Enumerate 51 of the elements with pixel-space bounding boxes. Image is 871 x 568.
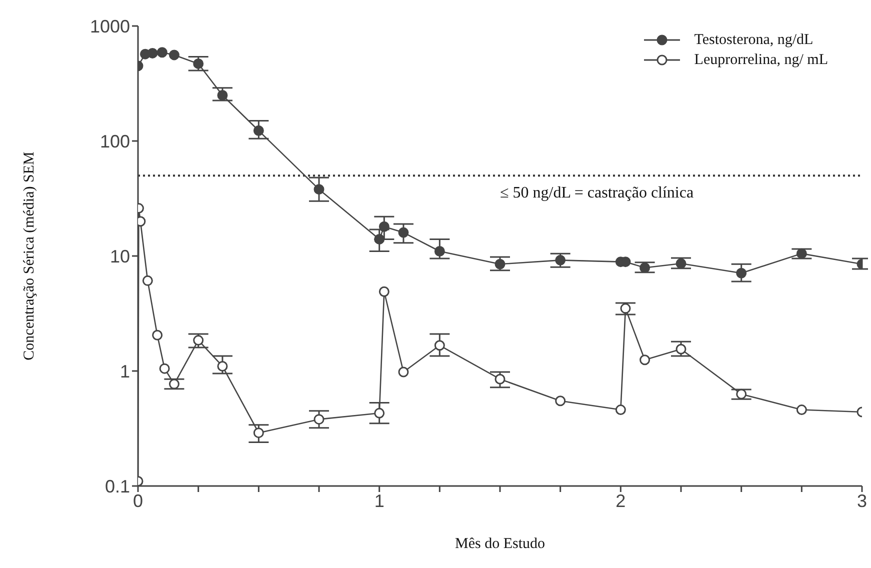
point <box>147 48 158 58</box>
y-tick-label: 0.1 <box>104 476 130 496</box>
y-axis-title: Concentração Sérica (média) SEM <box>21 152 38 360</box>
y-tick-label: 1 <box>120 361 130 382</box>
point <box>640 262 650 274</box>
point <box>615 404 626 416</box>
point <box>378 286 390 297</box>
point <box>253 125 264 136</box>
point <box>398 227 409 238</box>
point <box>156 47 168 58</box>
point <box>434 340 445 351</box>
ref-line-label: ≤ 50 ng/dL = castração clínica <box>500 184 694 202</box>
point <box>168 50 180 60</box>
point <box>555 254 566 266</box>
point <box>676 344 686 354</box>
point <box>159 363 170 374</box>
x-tick-label: 1 <box>374 490 384 511</box>
point <box>168 378 180 390</box>
point <box>796 248 807 259</box>
point <box>494 374 506 384</box>
x-axis-title: Mês do Estudo <box>455 536 545 552</box>
y-tick-label: 100 <box>100 131 130 152</box>
point <box>152 330 163 340</box>
x-tick-label: 3 <box>856 490 868 511</box>
point <box>796 404 807 416</box>
y-tick-label: 1000 <box>90 16 130 36</box>
point <box>217 360 228 372</box>
point <box>314 414 324 425</box>
point <box>314 184 324 195</box>
point <box>193 58 204 69</box>
point <box>253 428 264 438</box>
point <box>142 275 153 286</box>
point <box>555 396 566 406</box>
point <box>736 388 747 400</box>
point <box>494 258 506 270</box>
x-tick-label: 0 <box>132 490 144 511</box>
x-tick-label: 2 <box>616 490 626 511</box>
point <box>193 335 204 346</box>
legend-label: Testosterona, ng/dL <box>694 31 814 50</box>
point <box>374 408 385 418</box>
legend-label: Leuprorrelina, ng/ mL <box>694 51 828 70</box>
point <box>217 90 228 100</box>
point <box>434 246 445 256</box>
point <box>378 221 390 232</box>
point <box>374 234 385 244</box>
point <box>398 366 409 378</box>
point <box>736 268 747 278</box>
point <box>620 303 631 314</box>
point <box>676 258 686 269</box>
y-tick-label: 10 <box>110 246 130 266</box>
point <box>640 354 650 366</box>
